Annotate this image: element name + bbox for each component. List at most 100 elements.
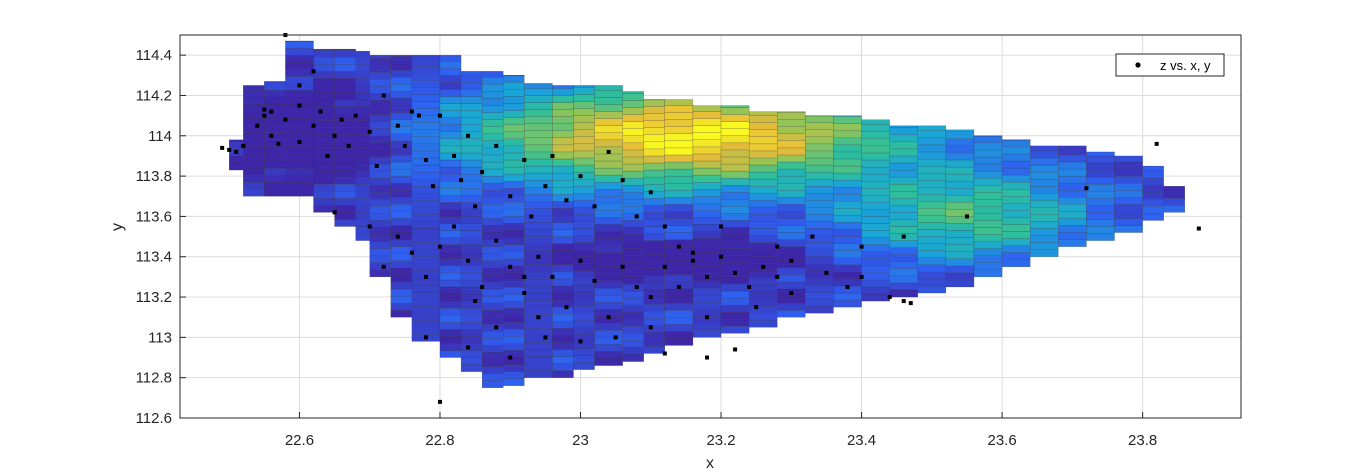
surface-cell [664,211,694,219]
surface-cell [460,180,483,189]
scatter-point [704,274,709,279]
surface-cell [503,75,525,76]
surface-cell [622,347,644,355]
surface-cell [552,243,574,251]
scatter-point [423,157,428,162]
surface-cell [1001,252,1031,260]
surface-cell [460,315,483,323]
surface-cell [390,232,413,240]
surface-cell [411,291,441,300]
surface-cell [264,111,286,119]
scatter-point [494,325,499,330]
surface-cell [334,99,356,107]
scatter-point [220,145,225,150]
surface-cell [460,350,483,358]
surface-cell [313,49,335,58]
surface-cell [439,195,462,203]
surface-cell [313,85,335,93]
surface-cell [243,146,265,155]
surface-cell [439,223,462,231]
surface-cell [369,100,391,108]
surface-cell [622,262,644,271]
surface-cell [720,326,750,334]
surface-cell [889,148,918,157]
surface-cell [643,176,666,185]
surface-cell [720,149,750,158]
surface-cell [411,59,441,67]
surface-cell [390,274,413,283]
surface-cell [833,299,862,308]
surface-cell [503,244,525,252]
scatter-point [634,214,639,219]
surface-cell [1030,164,1059,173]
surface-cell [1001,224,1031,232]
surface-cell [460,357,483,365]
scatter-point [269,133,274,138]
surface-cell [390,253,413,261]
scatter-point [1154,141,1159,146]
surface-cell [481,239,504,247]
surface-cell [777,190,806,198]
surface-cell [503,279,525,288]
surface-cell [369,262,391,271]
surface-cell [643,346,666,354]
surface-cell [264,181,286,190]
surface-cell [748,235,778,243]
surface-cell [805,178,834,187]
surface-cell [552,222,574,230]
scatter-point [592,204,597,209]
scatter-point [508,194,513,199]
surface-cell [777,154,806,163]
surface-cell [643,303,666,312]
scatter-point [367,129,372,134]
scatter-point [578,258,583,263]
surface-cell [1001,174,1031,183]
surface-cell [573,305,595,314]
surface-cell [481,352,504,360]
surface-cell [460,223,483,231]
surface-cell [833,172,862,181]
surface-cell [622,220,644,228]
legend[interactable]: z vs. x, y [1115,53,1225,77]
scatter-point [311,69,316,74]
surface-cell [748,320,778,328]
surface-cell [481,140,504,149]
surface-cell [552,88,574,96]
surface-cell [481,345,504,353]
surface-cell [524,179,553,188]
scatter-point [395,123,400,128]
surface-cell [411,122,441,130]
surface-cell [1058,190,1087,198]
scatter-point [676,244,681,249]
surface-cell [285,125,314,133]
surface-cell [264,132,286,140]
surface-cell [861,159,890,168]
surface-cell [411,235,441,243]
surface-cell [720,234,750,242]
surface-cell [524,83,553,89]
surface-cell [1086,226,1115,234]
surface-cell [889,212,918,220]
surface-cell [805,277,834,286]
surface-cell [622,276,644,285]
surface-cell [622,283,644,292]
surface-cell [390,126,413,134]
surface-cell [503,322,525,330]
surface-cell [664,197,694,205]
scatter-point [648,325,653,330]
surface-cell [481,267,504,276]
surface-cell [594,358,623,366]
surface-cell [748,313,778,321]
scatter-point [227,147,232,152]
scatter-point [620,178,625,183]
surface-cell [369,170,391,179]
surface-cell [439,216,462,224]
surface-cell [439,173,462,182]
surface-cell [1086,198,1115,206]
surface-cell [805,143,834,152]
surface-cell [390,77,413,85]
surface-cell [369,269,391,278]
surface-cell [481,288,504,297]
surface-cell [264,189,286,197]
surface-cell [243,90,265,98]
